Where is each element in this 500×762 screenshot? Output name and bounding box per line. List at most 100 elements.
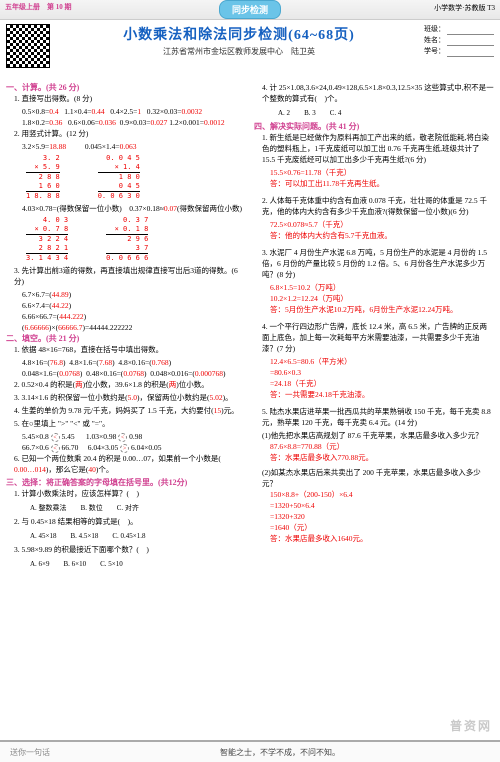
p1-stem: 1. 新生纸是已经做作为原料再加工产出来的纸，敬老院低能耗,将白染色的塑料瓶上，… <box>254 132 494 165</box>
q1-1b-ans: 0.44 <box>91 107 104 116</box>
q3-3-B: B. 6×10 <box>58 559 93 570</box>
q1-1-stem: 1. 直接写出得数。(8 分) <box>6 93 246 104</box>
q3-3-stem: 3. 5.98×9.89 的积最接近下面哪个数？( ) <box>6 544 246 555</box>
q1-2d-ans: 0.0012 <box>204 118 225 127</box>
q1-3-l1a-ans: 44.89 <box>52 290 69 299</box>
section1-heading: 一、计算。(共 26 分) <box>6 82 246 93</box>
q1-2c-note: (得数保留一位小数) <box>57 204 122 213</box>
compare-circle: > <box>120 444 129 453</box>
section4-heading: 四、解决实际问题。(共 41 分) <box>254 121 494 132</box>
vertical-calc-d: 0. 3 7 × 0. 1 8 2 9 6 3 7 0. 0 6 6 6 <box>106 216 148 263</box>
q1-3-l1b: 6.6×7.4=( <box>22 301 52 310</box>
student-info-box: 班级： 姓名： 学号： <box>424 24 494 57</box>
left-column: 一、计算。(共 26 分) 1. 直接写出得数。(8 分) 0.5×0.8=0.… <box>6 82 246 572</box>
q2-1-stem: 1. 依据 48×16=768，直接在括号中填出得数。 <box>6 344 246 355</box>
q3-2-C: C. 0.45×1.8 <box>106 531 151 542</box>
class-label: 班级： <box>424 24 445 35</box>
q1-1d-ans: 0.0032 <box>182 107 203 116</box>
q2-6-stem: 6. 已知一个两位数乘 20.4 的积是 0.00…07，如果前一个小数是( <box>14 454 221 463</box>
p1-calc: 15.5×0.76=11.78（千克） <box>254 167 494 178</box>
p2-calc: 72.5×0.078≈5.7（千克） <box>254 219 494 230</box>
q1-1d: 0.32×0.03= <box>147 107 182 116</box>
vertical-calc-b: 0. 0 4 5 × 1. 4 1 8 0 0 4 5 0. 0 6 3 0 <box>98 154 140 201</box>
q1-2c-expr: 4.03×0.78= <box>22 204 57 213</box>
q1-3-l4a: 6.66666 <box>25 323 49 332</box>
q3-1-B: B. 数位 <box>75 503 109 514</box>
q3-4-stem: 4. 计 25×1.08,3.6×24,0.49×128,6.5×1.8×0.3… <box>254 82 494 104</box>
q1-3-stem: 3. 先计算出前3道的得数，再直接填出规律直接写出后3道的得数。(6 分) <box>6 265 246 287</box>
q2-2-stem: 2. 0.52×0.4 的积是( <box>14 380 75 389</box>
q3-4-A: A. 2 <box>272 108 296 119</box>
q1-3-l1c-ans: 444.222 <box>59 312 83 321</box>
p4-calc1: 12.4×6.5=80.6（平方米） <box>254 356 494 367</box>
p5-calc1: 87.6×8.8=770.88（元） <box>254 441 494 452</box>
page-title: 小数乘法和除法同步检测(64~68页) <box>54 24 424 44</box>
q1-2d: 1.2×0.001= <box>169 118 204 127</box>
p5-calc2c: =1320+320 <box>254 511 494 522</box>
q3-2-B: B. 4.5×18 <box>65 531 105 542</box>
p5-sub1: (1)他先把水果店高规划了 87.6 千克苹果，水果店最多收入多少元？ <box>254 430 494 441</box>
footer-quote: 智能之士，不学不成，不问不知。 <box>70 747 490 758</box>
footer-label: 送你一句话 <box>10 747 50 758</box>
header-left: 五年级上册 第 10 期 <box>5 2 72 12</box>
p4-calc2: =80.6×0.3 <box>254 367 494 378</box>
q1-2d-ans: 0.07 <box>164 204 177 213</box>
compare-circle: < <box>51 444 60 453</box>
q2-4-stem: 4. 生姜的单价为 9.78 元/千克，妈妈买了 1.5 千克，大约要付( <box>14 406 214 415</box>
p4-stem: 4. 一个平行四边形广告牌，底长 12.4 米，高 6.5 米，广告牌的正反两面… <box>254 321 494 354</box>
watermark: 普资网 <box>450 717 492 734</box>
q1-1c: 0.4×2.5= <box>110 107 137 116</box>
qr-code <box>6 24 50 68</box>
q1-2c: 0.9×0.03= <box>120 118 151 127</box>
q3-1-stem: 1. 计算小数乘法时，应该怎样算？( ) <box>6 488 246 499</box>
q1-2b-expr: 0.045×1.4= <box>85 142 120 151</box>
p5-calc2d: =1640（元） <box>254 522 494 533</box>
section2-heading: 二、填空。(共 21 分) <box>6 333 246 344</box>
right-column: 4. 计 25×1.08,3.6×24,0.49×128,6.5×1.8×0.3… <box>254 82 494 572</box>
p5-calc2b: =1320+50×6.4 <box>254 500 494 511</box>
p5-stem: 5. 陆杰水果店进苹果一批西瓜共的苹果熟销收 150 千克，每千克卖 8.8 元… <box>254 406 494 428</box>
compare-circle: < <box>118 433 127 442</box>
q1-2b-expr-ans: 0.063 <box>120 142 137 151</box>
q2-5-stem: 5. 在○里填上 ">" "<" 或 "="。 <box>6 418 246 429</box>
q1-1a: 0.5×0.8= <box>22 107 49 116</box>
q1-3-l1b-ans: 44.22 <box>52 301 69 310</box>
q1-3-l1a: 6.7×6.7=( <box>22 290 52 299</box>
p4-calc3: =24.18（千克） <box>254 378 494 389</box>
p5-ans2: 答：水果店最多收入1640元。 <box>254 533 494 544</box>
q1-2a: 1.8×0.2= <box>22 118 49 127</box>
q1-2d-expr: 0.37×0.18≈ <box>129 204 164 213</box>
p3-calc1: 6.8×1.5=10.2（万吨） <box>254 282 494 293</box>
p3-calc2: 10.2×1.2=12.24（万吨） <box>254 293 494 304</box>
q3-3-C: C. 5×10 <box>94 559 129 570</box>
q1-2b-ans: 0.036 <box>99 118 116 127</box>
q3-4-B: B. 3 <box>298 108 322 119</box>
q1-2a-ans: 0.36 <box>49 118 62 127</box>
page-subtitle: 江苏省常州市金坛区教师发展中心 陆卫英 <box>54 46 424 57</box>
q1-3-l4b: 66666.7 <box>58 323 82 332</box>
vertical-calc-a: 3. 2 × 5. 9 2 8 8 1 6 0 1 8. 8 8 <box>26 154 60 201</box>
q1-2b: 0.6×0.06= <box>68 118 99 127</box>
p2-stem: 2. 人体每千克体重中约含有血液 0.078 千克，壮壮哥的体重是 72.5 千… <box>254 195 494 217</box>
header-right: 小学数学·苏教版 T3 <box>434 3 495 13</box>
header-center-badge: 同步检测 <box>219 0 281 19</box>
compare-circle: < <box>51 433 60 442</box>
q3-1-A: A. 整数乘法 <box>24 503 73 514</box>
q1-2a-expr-ans: 18.88 <box>49 142 66 151</box>
p5-ans1: 答：水果店最多收入770.88元。 <box>254 452 494 463</box>
q2-3-stem: 3. 3.14×1.6 的积保留一位小数约是( <box>14 393 128 402</box>
name-label: 姓名： <box>424 35 445 46</box>
p3-ans: 答：5月份生产水泥10.2万吨，6月份生产水泥12.24万吨。 <box>254 304 494 315</box>
p5-calc2a: 150×8.8+（200-150）×6.4 <box>254 489 494 500</box>
q3-2-A: A. 45×18 <box>24 531 63 542</box>
q1-2-stem: 2. 用竖式计算。(12 分) <box>6 128 246 139</box>
footer: 送你一句话 智能之士，不学不成，不问不知。 <box>0 740 500 762</box>
section3-heading: 三、选择：将正确答案的字母填在括号里。(共12分) <box>6 477 246 488</box>
q1-2a-expr: 3.2×5.9= <box>22 142 49 151</box>
p3-stem: 3. 水泥厂 4 月份生产水泥 6.8 万吨，5 月份生产的水泥是 4 月份的 … <box>254 247 494 280</box>
q3-3-A: A. 6×9 <box>24 559 56 570</box>
q1-1b: 1.1×0.4= <box>64 107 91 116</box>
vertical-calc-c: 4. 0 3 × 0. 7 8 3 2 2 4 2 8 2 1 3. 1 4 3… <box>26 216 68 263</box>
q1-1a-ans: 0.4 <box>49 107 58 116</box>
q1-3-l1c: 6.66×66.7=( <box>22 312 59 321</box>
